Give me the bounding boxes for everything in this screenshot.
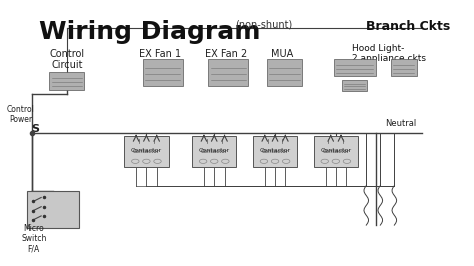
Bar bbox=[209, 59, 248, 86]
Bar bbox=[314, 136, 358, 167]
Bar bbox=[334, 59, 375, 76]
Text: Contactor: Contactor bbox=[320, 148, 351, 153]
Text: MUA: MUA bbox=[271, 49, 293, 59]
Bar bbox=[342, 80, 367, 91]
Bar bbox=[192, 136, 237, 167]
Bar bbox=[267, 59, 302, 86]
Bar bbox=[27, 191, 79, 228]
Text: Contactor: Contactor bbox=[131, 148, 162, 153]
Text: Hood Light-
2 appliance ckts: Hood Light- 2 appliance ckts bbox=[352, 44, 426, 63]
Bar bbox=[143, 59, 182, 86]
Bar bbox=[253, 136, 297, 167]
Text: Contactor: Contactor bbox=[322, 149, 349, 154]
Text: Neutral: Neutral bbox=[385, 119, 416, 128]
Text: Wiring Diagram: Wiring Diagram bbox=[39, 20, 260, 44]
Text: Contactor: Contactor bbox=[259, 148, 291, 153]
Bar bbox=[49, 72, 84, 90]
Text: Micro
Switch
F/A: Micro Switch F/A bbox=[21, 224, 46, 253]
Text: EX Fan 2: EX Fan 2 bbox=[205, 49, 247, 59]
Text: Contactor: Contactor bbox=[201, 149, 228, 154]
Text: Contactor: Contactor bbox=[133, 149, 160, 154]
Text: Contactor: Contactor bbox=[262, 149, 289, 154]
Text: S: S bbox=[31, 124, 39, 134]
Text: (non-shunt): (non-shunt) bbox=[235, 20, 292, 30]
Text: EX Fan 1: EX Fan 1 bbox=[139, 49, 182, 59]
Text: Contactor: Contactor bbox=[199, 148, 230, 153]
Text: Control
Circuit: Control Circuit bbox=[49, 49, 84, 70]
Bar bbox=[391, 59, 417, 76]
Bar bbox=[124, 136, 169, 167]
Text: Control
Power: Control Power bbox=[7, 105, 35, 124]
Text: Branch Ckts: Branch Ckts bbox=[366, 20, 450, 33]
